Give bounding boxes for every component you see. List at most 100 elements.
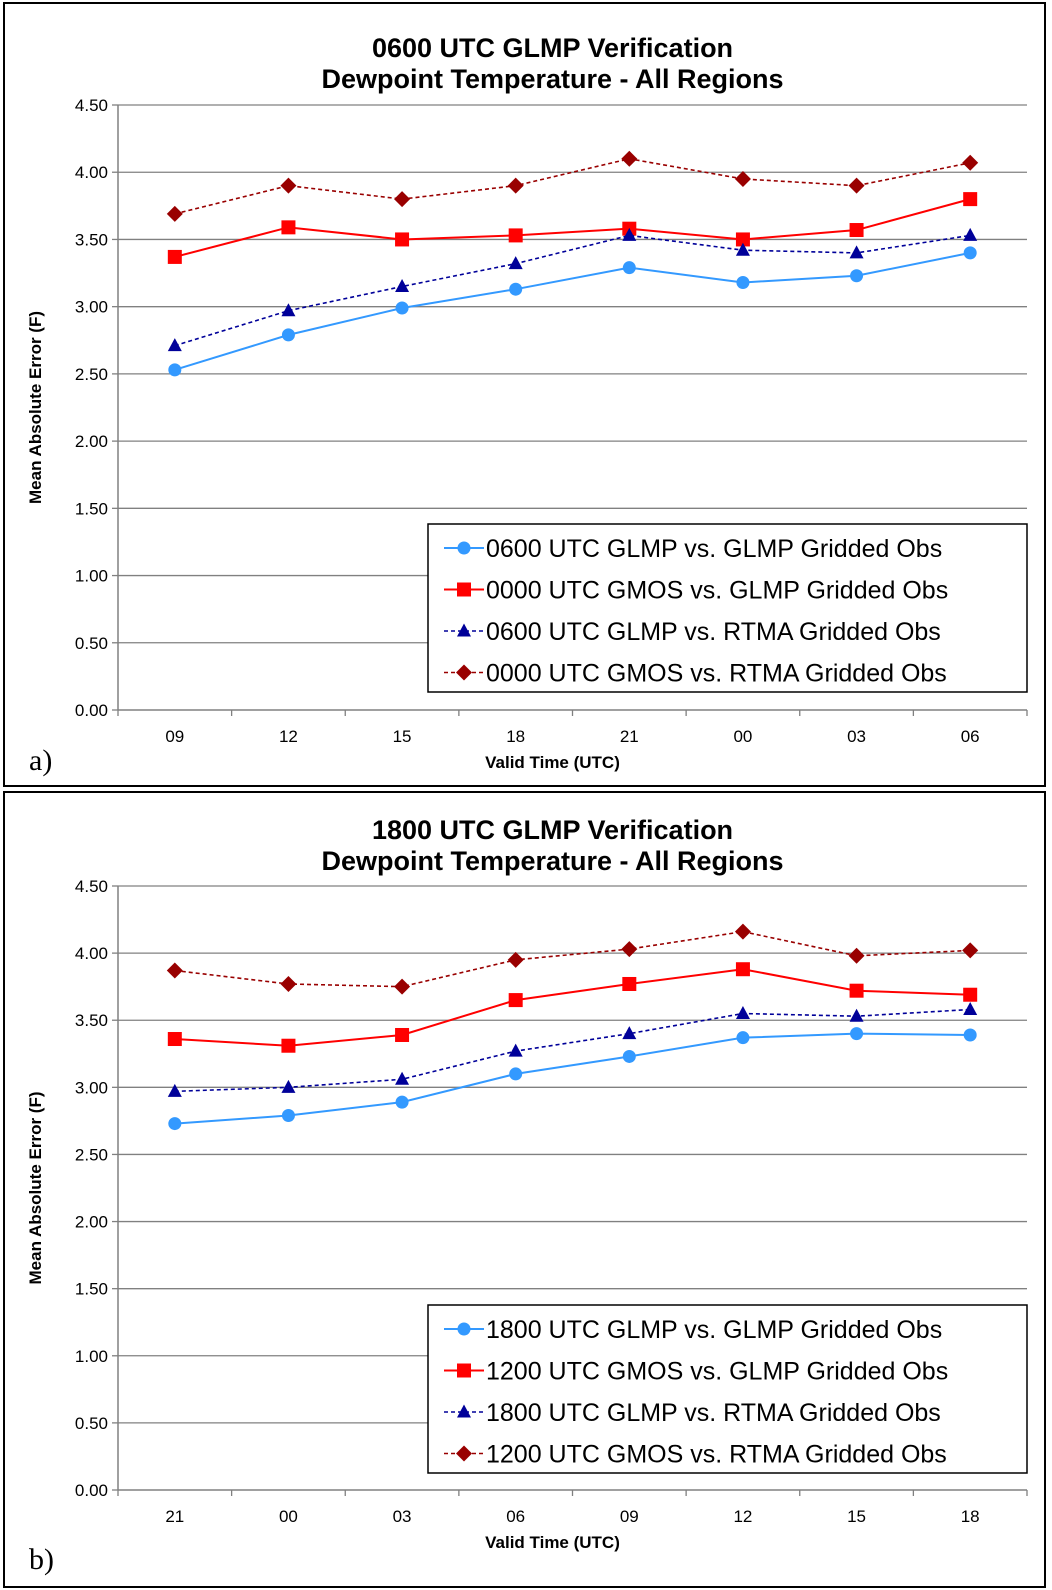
chart-0-ytick-label: 0.00 bbox=[75, 701, 108, 720]
chart-1-series-0-point bbox=[509, 1067, 523, 1081]
chart-1-xtick-label: 00 bbox=[279, 1507, 298, 1526]
chart-0-series-0-point bbox=[509, 282, 523, 296]
chart-1-series-0-point bbox=[281, 1109, 295, 1123]
chart-0-series-2-point bbox=[281, 303, 296, 317]
panel-label-a: a) bbox=[29, 744, 53, 777]
chart-1-ytick-label: 4.00 bbox=[75, 944, 108, 963]
chart-0-series-2-line bbox=[174, 234, 971, 347]
chart-1-series-2-line bbox=[174, 1008, 971, 1093]
chart-0-legend-label-1: 0000 UTC GMOS vs. GLMP Gridded Obs bbox=[486, 577, 948, 605]
chart-0-xtick-label: 15 bbox=[393, 727, 412, 746]
chart-1-series-1-point bbox=[849, 983, 864, 998]
chart-0-series-3-point bbox=[621, 150, 638, 167]
chart-1-series-0 bbox=[168, 1027, 977, 1131]
chart-0-ytick-label: 3.00 bbox=[75, 298, 108, 317]
chart-0-series-2-point bbox=[508, 256, 523, 270]
chart-1-series-1-point bbox=[281, 1038, 296, 1053]
chart-1-ytick-label: 3.50 bbox=[75, 1011, 108, 1030]
chart-1-series-2-point bbox=[281, 1079, 296, 1093]
chart-0-series-1-point bbox=[281, 220, 296, 235]
chart-0-series-3-point bbox=[394, 191, 411, 208]
chart-0-series-3 bbox=[166, 150, 979, 222]
chart-0-series-1-point bbox=[508, 228, 523, 243]
chart-1-series-2-point bbox=[963, 1001, 978, 1015]
chart-0-xtick-label: 00 bbox=[733, 727, 752, 746]
chart-1-series-2-point bbox=[849, 1008, 864, 1022]
chart-1-xtick-label: 06 bbox=[506, 1507, 525, 1526]
chart-panel-b: 1800 UTC GLMP Verification Dewpoint Tempe… bbox=[3, 791, 1046, 1588]
chart-1-series-0-line bbox=[174, 1032, 971, 1125]
chart-1-ytick-label: 0.50 bbox=[75, 1414, 108, 1433]
chart-1-ylabel: Mean Absolute Error (F) bbox=[26, 1092, 45, 1285]
chart-1-xtick-label: 03 bbox=[393, 1507, 412, 1526]
chart-1-ytick-label: 1.50 bbox=[75, 1280, 108, 1299]
chart-0-series-2-point bbox=[735, 242, 750, 256]
chart-0-series-3-point bbox=[734, 170, 751, 187]
chart-0-xtick-label: 12 bbox=[279, 727, 298, 746]
chart-0-series-2-point bbox=[963, 227, 978, 241]
chart-0-ytick-label: 4.50 bbox=[75, 96, 108, 115]
chart-1-legend-marker-3 bbox=[456, 1445, 472, 1462]
chart-1-series-0-point bbox=[736, 1031, 750, 1045]
chart-0-series-3-point bbox=[507, 177, 524, 194]
chart-1-series-2 bbox=[167, 1001, 978, 1097]
chart-0-series-0 bbox=[168, 246, 977, 377]
chart-1-series-0-point bbox=[622, 1049, 636, 1063]
chart-1-series-1-point bbox=[963, 987, 978, 1002]
chart-0-series-2-point bbox=[622, 227, 637, 241]
chart-0-legend-marker-2 bbox=[457, 623, 471, 637]
chart-1-series-3-point bbox=[848, 947, 865, 964]
chart-1-series-1 bbox=[167, 962, 978, 1053]
chart-1-series-2-point bbox=[508, 1043, 523, 1057]
chart-1-legend-label-3: 1200 UTC GMOS vs. RTMA Gridded Obs bbox=[486, 1441, 947, 1469]
chart-1-series-3-point bbox=[734, 923, 751, 940]
chart-1-series-3-point bbox=[962, 942, 979, 959]
chart-0-series-2-point bbox=[167, 338, 182, 352]
chart-0-series-0-point bbox=[281, 328, 295, 342]
chart-1-series-1-point bbox=[167, 1032, 182, 1047]
panel-label-b: b) bbox=[29, 1543, 54, 1576]
chart-0-series-3-line bbox=[174, 157, 971, 215]
chart-0-series-1 bbox=[167, 192, 978, 264]
chart-1-series-3 bbox=[166, 923, 979, 995]
chart-panel-a: 0600 UTC GLMP Verification Dewpoint Tempe… bbox=[3, 2, 1046, 787]
chart-0-series-0-line bbox=[174, 251, 971, 371]
chart-1-legend-label-2: 1800 UTC GLMP vs. RTMA Gridded Obs bbox=[486, 1399, 941, 1427]
chart-0-series-0-point bbox=[168, 363, 182, 377]
chart-0-series-3-point bbox=[848, 177, 865, 194]
chart-1-series-3-point bbox=[621, 941, 638, 958]
chart-0-xtick-label: 06 bbox=[961, 727, 980, 746]
chart-0-series-0-point bbox=[850, 269, 864, 283]
chart-0-legend-label-2: 0600 UTC GLMP vs. RTMA Gridded Obs bbox=[486, 618, 941, 646]
chart-1-ytick-label: 3.00 bbox=[75, 1078, 108, 1097]
chart-1-ytick-label: 0.00 bbox=[75, 1481, 108, 1500]
chart-0-ytick-label: 4.00 bbox=[75, 163, 108, 182]
chart-1-series-3-point bbox=[280, 975, 297, 992]
chart-1-ytick-label: 2.50 bbox=[75, 1145, 108, 1164]
chart-1-xtick-label: 21 bbox=[165, 1507, 184, 1526]
chart-0-series-3-point bbox=[166, 205, 183, 222]
chart-1-legend-label-1: 1200 UTC GMOS vs. GLMP Gridded Obs bbox=[486, 1358, 948, 1386]
chart-1-ytick-label: 4.50 bbox=[75, 877, 108, 896]
chart-1-ytick-label: 1.00 bbox=[75, 1347, 108, 1366]
chart-0-series-1-point bbox=[963, 192, 978, 207]
chart-0-series-3-point bbox=[962, 154, 979, 171]
chart-0-legend-marker-1 bbox=[457, 582, 471, 597]
chart-0-xtick-label: 09 bbox=[165, 727, 184, 746]
chart-1-subtitle: Dewpoint Temperature - All Regions bbox=[321, 846, 783, 876]
chart-0-ytick-label: 2.00 bbox=[75, 432, 108, 451]
chart-1-series-2-point bbox=[167, 1083, 182, 1097]
chart-1-title: 1800 UTC GLMP Verification bbox=[372, 815, 733, 845]
chart-0-legend-box bbox=[427, 523, 1028, 693]
chart-0-xtick-label: 21 bbox=[620, 727, 639, 746]
chart-0-series-0-point bbox=[622, 261, 636, 275]
chart-0-xtick-label: 03 bbox=[847, 727, 866, 746]
chart-0-ytick-label: 1.50 bbox=[75, 499, 108, 518]
chart-0-series-0-point bbox=[736, 275, 750, 289]
chart-0-series-1-point bbox=[395, 232, 410, 247]
chart-0-ytick-label: 1.00 bbox=[75, 567, 108, 586]
chart-0-series-2-point bbox=[395, 279, 410, 292]
chart-1-legend: 1800 UTC GLMP vs. GLMP Gridded Obs 1200 U… bbox=[427, 1304, 1028, 1474]
